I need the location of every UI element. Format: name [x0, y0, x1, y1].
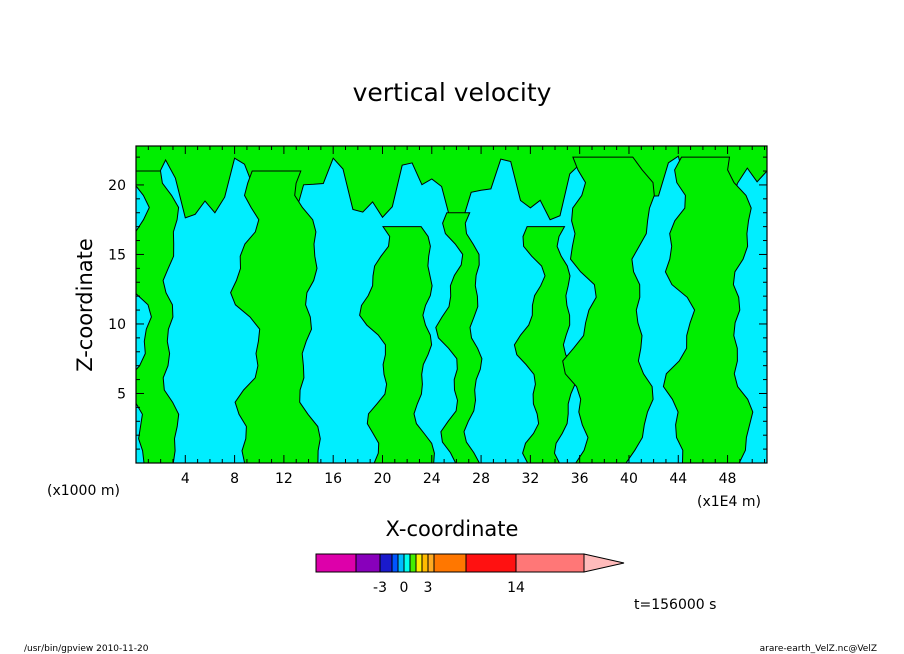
colorbar-swatch: [355, 553, 381, 573]
y-axis: 5 10 15 20: [108, 156, 767, 450]
colorbar-swatch: [433, 553, 467, 573]
updraft-column: [435, 212, 483, 463]
x-unit-right: (x1E4 m): [697, 494, 761, 510]
colorbar-swatch: [379, 553, 393, 573]
updraft-column: [136, 170, 180, 463]
colorbar-tick-label: 14: [507, 580, 525, 596]
colorbar-extend-arrow: [583, 553, 625, 573]
updraft-column: [662, 156, 754, 463]
x-tick-label: 36: [571, 471, 589, 487]
chart-title: vertical velocity: [353, 78, 552, 107]
x-tick-label: 48: [719, 471, 737, 487]
x-tick-label: 16: [324, 471, 342, 487]
y-tick-label: 5: [117, 386, 126, 402]
x-tick-label: 4: [181, 471, 190, 487]
colorbar-swatch: [403, 553, 411, 573]
x-tick-label: 40: [620, 471, 638, 487]
x-axis-label: X-coordinate: [386, 517, 519, 541]
y-tick-label: 20: [108, 178, 126, 194]
colorbar-swatch: [409, 553, 417, 573]
plot-area: [135, 145, 768, 464]
y-axis-label: Z-coordinate: [73, 238, 97, 372]
updraft-column: [230, 170, 321, 463]
y-tick-label: 15: [108, 247, 126, 263]
updraft-column: [562, 156, 655, 463]
colorbar-swatch: [315, 553, 357, 573]
colorbar-tick-label: 3: [424, 580, 433, 596]
colorbar-tick-label: 0: [400, 580, 409, 596]
colorbar-swatch: [391, 553, 399, 573]
y-tick-label: 10: [108, 317, 126, 333]
x-tick-label: 20: [374, 471, 392, 487]
colorbar-swatch: [415, 553, 423, 573]
x-tick-label: 32: [521, 471, 539, 487]
x-tick-label: 44: [669, 471, 687, 487]
footer-program: /usr/bin/gpview 2010-11-20: [24, 644, 149, 654]
colorbar-tick-labels: -3 0 3 14: [373, 580, 525, 596]
x-unit-left: (x1000 m): [47, 483, 120, 499]
time-label: t=156000 s: [634, 597, 716, 613]
x-tick-label: 12: [275, 471, 293, 487]
colorbar-swatch: [515, 553, 585, 573]
colorbar-swatch: [397, 553, 405, 573]
colorbar-swatch: [427, 553, 435, 573]
colorbar-swatch: [465, 553, 517, 573]
colorbar-tick-label: -3: [373, 580, 387, 596]
x-tick-label: 8: [230, 471, 239, 487]
colorbar: [315, 553, 625, 573]
colorbar-swatch: [421, 553, 429, 573]
x-axis: 4 8 12 16 20 24 28 32 36 40 44 48: [147, 146, 766, 487]
footer-source: arare-earth_VelZ.nc@VelZ: [760, 644, 877, 654]
updraft-column: [359, 226, 435, 463]
x-tick-label: 24: [423, 471, 441, 487]
updraft-column: [513, 226, 577, 463]
plot-frame: [135, 145, 768, 464]
x-tick-label: 28: [472, 471, 490, 487]
